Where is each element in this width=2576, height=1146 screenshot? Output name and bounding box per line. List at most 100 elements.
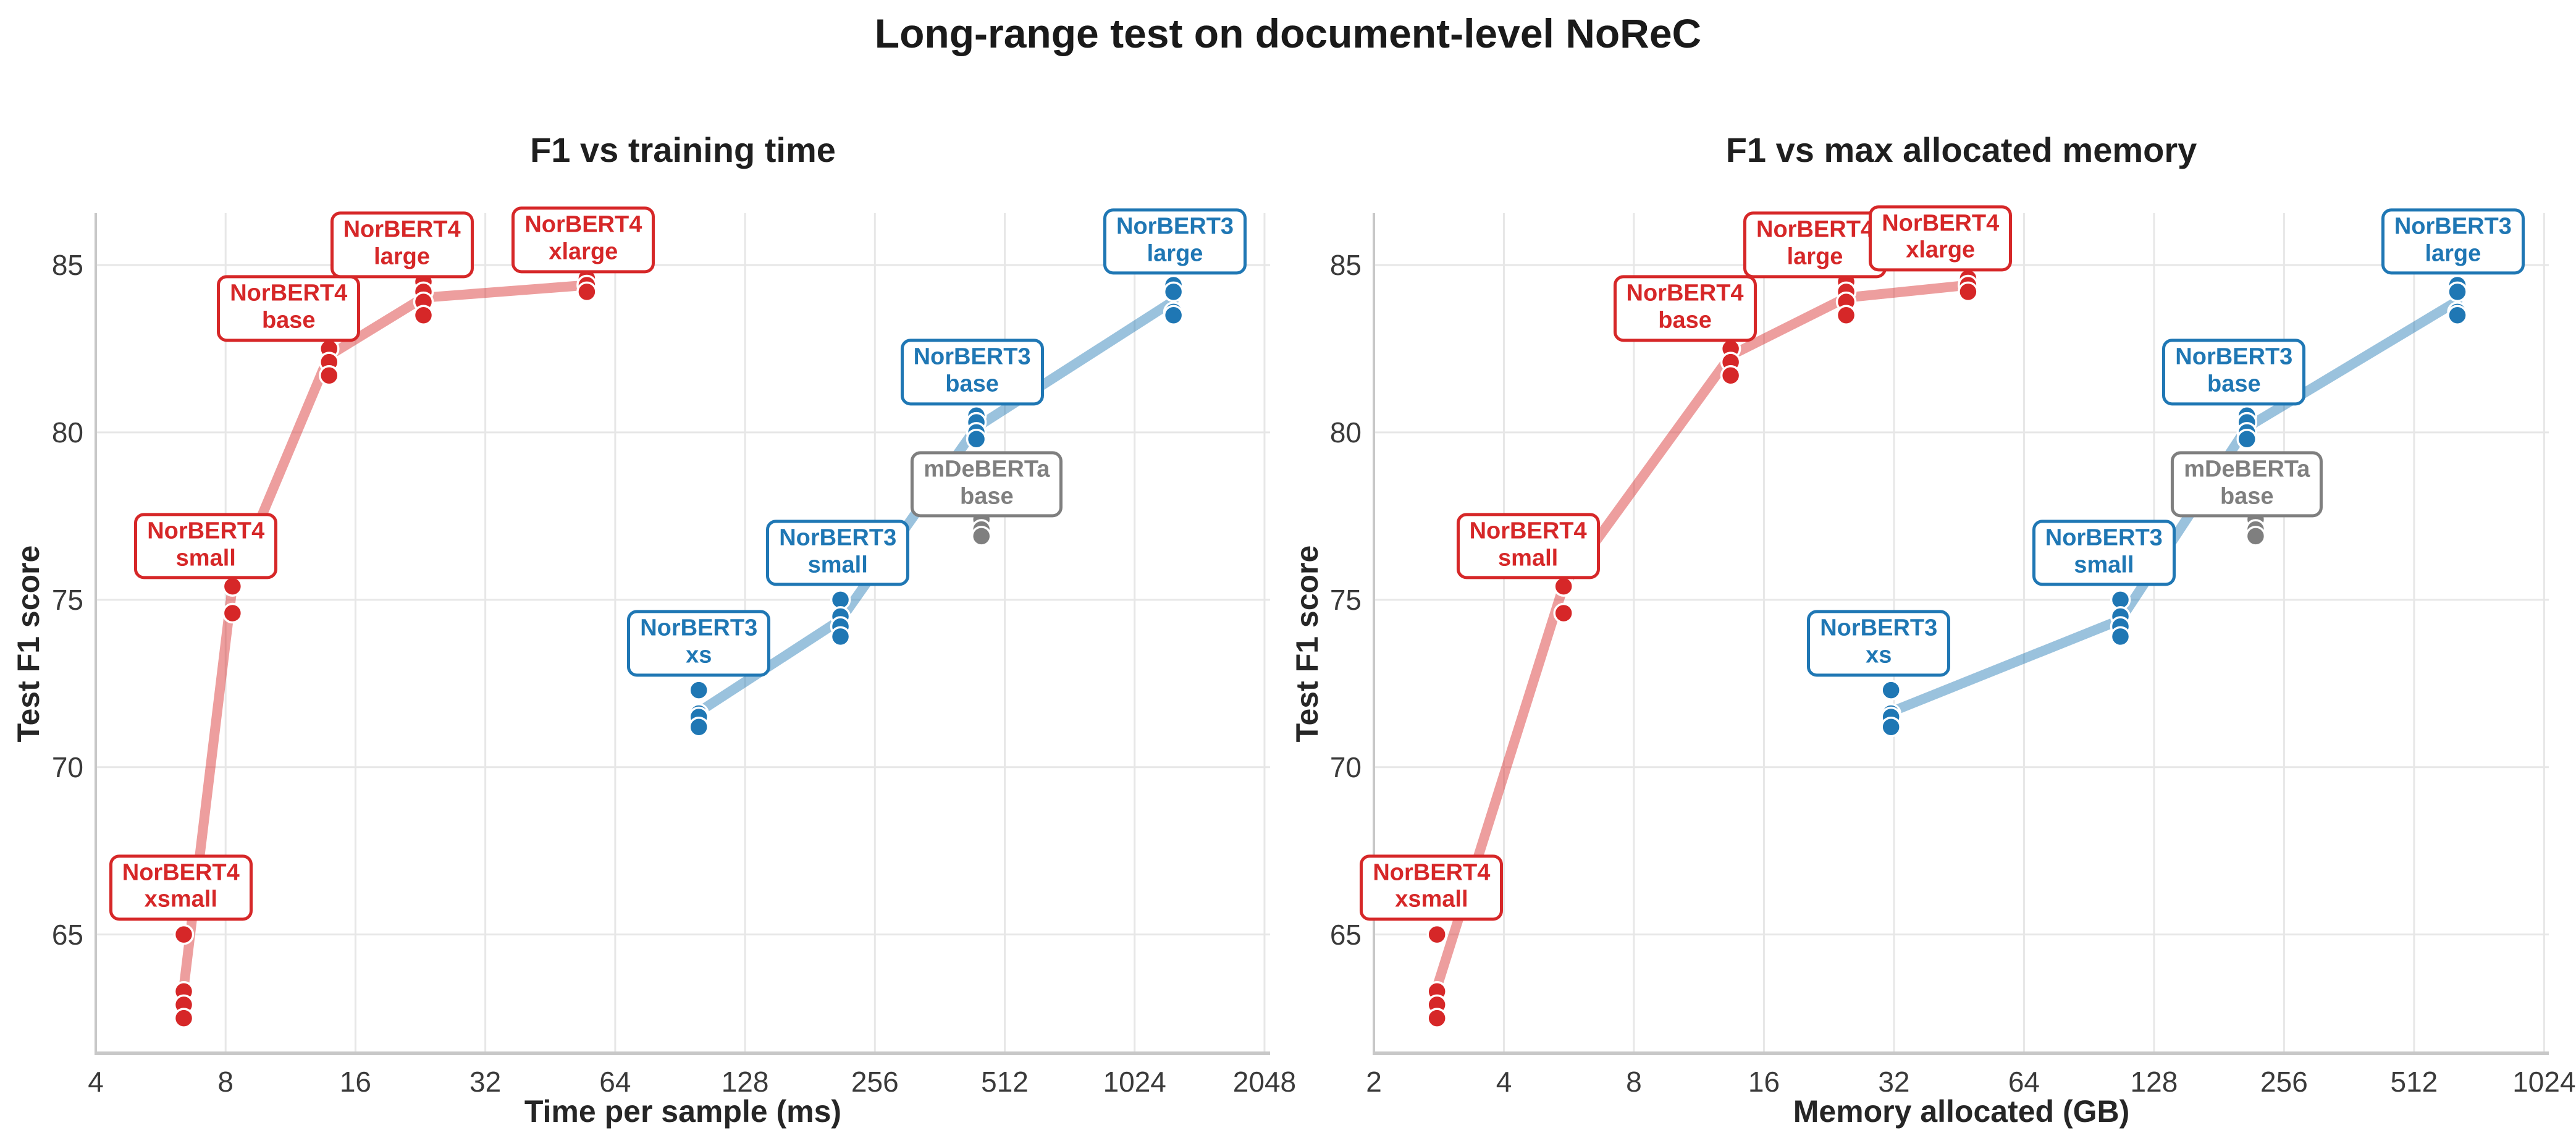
model-label-line: NorBERT3 bbox=[913, 343, 1031, 370]
data-point-norbert3-xs bbox=[688, 716, 709, 738]
data-point-norbert3-base bbox=[966, 428, 987, 450]
data-point-norbert3-xs bbox=[688, 680, 709, 701]
data-point-norbert4-xsmall bbox=[173, 1008, 195, 1029]
model-label-line: small bbox=[2074, 551, 2134, 578]
x-tick-label: 128 bbox=[2130, 1066, 2178, 1098]
data-point-norbert3-xs bbox=[1880, 680, 1901, 701]
x-axis-label-memory: Memory allocated (GB) bbox=[1793, 1094, 2130, 1129]
data-point-norbert4-small bbox=[1553, 602, 1574, 624]
model-label-line: large bbox=[374, 243, 430, 270]
model-label-line: NorBERT3 bbox=[2175, 343, 2293, 370]
model-label-line: NorBERT3 bbox=[2394, 213, 2512, 240]
data-point-norbert4-large bbox=[413, 305, 434, 326]
data-point-norbert4-base bbox=[1720, 365, 1741, 386]
model-label-line: NorBERT4 bbox=[1626, 280, 1744, 306]
x-tick-label: 4 bbox=[1496, 1066, 1512, 1098]
x-axis-label-time: Time per sample (ms) bbox=[524, 1094, 842, 1129]
data-point-norbert3-large bbox=[2447, 281, 2468, 303]
model-label-norbert3-base: NorBERT3 base bbox=[900, 339, 1044, 406]
model-label-line: large bbox=[2425, 240, 2481, 267]
y-tick-label: 70 bbox=[1329, 751, 1362, 783]
subplot-title-memory: F1 vs max allocated memory bbox=[1725, 130, 2197, 169]
model-label-line: base bbox=[2220, 482, 2274, 509]
x-tick-label: 16 bbox=[1748, 1066, 1780, 1098]
model-label-line: base bbox=[945, 371, 999, 397]
data-point-mdeberta-base bbox=[970, 526, 992, 547]
model-label-norbert3-small: NorBERT3 small bbox=[2032, 520, 2176, 586]
trend-line-norbert3 bbox=[1886, 296, 2463, 717]
data-point-norbert4-xlarge bbox=[576, 281, 597, 303]
x-tick-label: 8 bbox=[217, 1066, 234, 1098]
model-label-line: xlarge bbox=[549, 238, 618, 265]
y-tick-label: 65 bbox=[51, 918, 83, 951]
model-label-line: NorBERT3 bbox=[640, 615, 758, 641]
x-tick-label: 1024 bbox=[2512, 1066, 2576, 1098]
figure-title: Long-range test on document-level NoReC bbox=[874, 11, 1702, 56]
model-label-line: NorBERT4 bbox=[1756, 216, 1874, 243]
x-tick-label: 256 bbox=[851, 1066, 899, 1098]
data-point-norbert4-small bbox=[222, 576, 243, 597]
model-label-line: large bbox=[1147, 240, 1203, 267]
y-axis-label-time: Test F1 score bbox=[11, 545, 46, 743]
x-tick-label: 2048 bbox=[1232, 1066, 1297, 1098]
model-label-norbert4-xsmall: NorBERT4 xsmall bbox=[1360, 854, 1504, 921]
model-label-line: NorBERT4 bbox=[343, 216, 461, 243]
model-label-line: base bbox=[960, 482, 1014, 509]
y-tick-label: 80 bbox=[51, 416, 83, 449]
model-label-norbert3-small: NorBERT3 small bbox=[766, 520, 910, 586]
model-label-norbert4-xlarge: NorBERT4 xlarge bbox=[511, 206, 655, 274]
data-point-norbert4-base bbox=[319, 365, 340, 386]
model-label-norbert4-base: NorBERT4 base bbox=[217, 275, 361, 342]
model-label-norbert4-base: NorBERT4 base bbox=[1613, 275, 1757, 342]
data-point-norbert4-xsmall bbox=[173, 924, 195, 945]
data-point-norbert3-large bbox=[2447, 305, 2468, 326]
model-label-line: small bbox=[807, 551, 868, 578]
model-label-line: NorBERT3 bbox=[779, 525, 897, 551]
data-point-norbert3-base bbox=[2236, 428, 2258, 450]
model-label-line: base bbox=[1658, 307, 1712, 334]
model-label-norbert4-small: NorBERT4 small bbox=[1456, 513, 1600, 579]
model-label-line: NorBERT4 bbox=[147, 518, 265, 544]
model-label-line: NorBERT3 bbox=[2045, 525, 2163, 551]
model-label-line: mDeBERTa bbox=[2184, 456, 2310, 482]
x-tick-label: 512 bbox=[981, 1066, 1029, 1098]
model-label-norbert4-small: NorBERT4 small bbox=[134, 513, 278, 579]
y-axis-label-memory: Test F1 score bbox=[1290, 545, 1324, 743]
model-label-norbert4-large: NorBERT4 large bbox=[330, 211, 474, 279]
data-point-norbert3-xs bbox=[1880, 716, 1901, 738]
x-tick-label: 64 bbox=[599, 1066, 631, 1098]
subplot-title-time: F1 vs training time bbox=[530, 130, 836, 169]
model-label-norbert3-xs: NorBERT3 xs bbox=[627, 610, 771, 676]
data-point-norbert4-xsmall bbox=[1426, 924, 1447, 945]
model-label-norbert3-base: NorBERT3 base bbox=[2162, 339, 2306, 406]
model-label-line: large bbox=[1787, 243, 1843, 270]
data-point-norbert3-small bbox=[2110, 626, 2131, 647]
model-label-line: xlarge bbox=[1906, 237, 1976, 263]
data-point-norbert3-large bbox=[1163, 281, 1184, 303]
model-label-line: base bbox=[2207, 371, 2261, 397]
model-label-norbert4-xlarge: NorBERT4 xlarge bbox=[1869, 204, 2013, 272]
x-tick-label: 4 bbox=[88, 1066, 104, 1098]
y-tick-label: 70 bbox=[51, 751, 83, 783]
x-tick-label: 32 bbox=[1878, 1066, 1910, 1098]
y-tick-label: 75 bbox=[1329, 583, 1362, 616]
data-point-norbert4-large bbox=[1835, 305, 1857, 326]
model-label-norbert3-large: NorBERT3 large bbox=[1103, 208, 1247, 275]
data-point-mdeberta-base bbox=[2245, 526, 2267, 547]
model-label-norbert3-xs: NorBERT3 xs bbox=[1807, 610, 1951, 676]
model-label-line: NorBERT4 bbox=[1373, 859, 1491, 886]
model-label-line: NorBERT3 bbox=[1820, 615, 1938, 641]
x-tick-label: 8 bbox=[1626, 1066, 1642, 1098]
y-tick-label: 65 bbox=[1329, 918, 1362, 951]
model-label-line: small bbox=[1498, 545, 1559, 571]
model-label-line: xsmall bbox=[144, 886, 217, 912]
data-point-norbert4-xlarge bbox=[1958, 281, 1979, 303]
y-tick-label: 85 bbox=[1329, 248, 1362, 281]
x-tick-label: 128 bbox=[721, 1066, 769, 1098]
data-point-norbert4-small bbox=[222, 602, 243, 624]
model-label-mdeberta-base: mDeBERTa base bbox=[2171, 451, 2323, 518]
y-tick-label: 75 bbox=[51, 583, 83, 616]
data-point-norbert3-small bbox=[830, 626, 851, 647]
